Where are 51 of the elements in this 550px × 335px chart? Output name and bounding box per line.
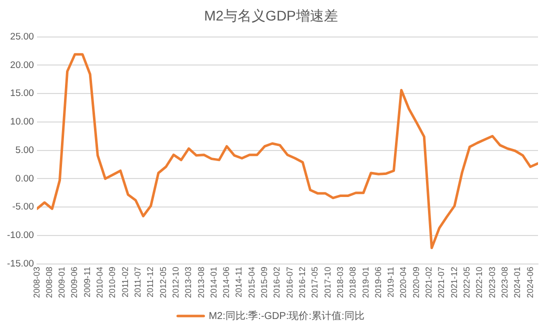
x-tick-label: 2021-12: [448, 266, 459, 298]
legend-label: M2:同比:季:-GDP:现价:累计值:同比: [208, 310, 364, 322]
x-tick-label: 2013-08: [196, 266, 206, 298]
y-tick-label: -15.00: [7, 258, 34, 270]
x-tick-label: 2019-01: [360, 266, 370, 298]
chart-title: M2与名义GDP增速差: [204, 7, 338, 24]
y-tick-label: 15.00: [10, 88, 34, 100]
x-tick-label: 2024-06: [524, 266, 535, 298]
x-tick-label: 2019-11: [386, 266, 396, 298]
x-tick-label: 2012-10: [170, 266, 180, 298]
x-tick-label: 2021-07: [436, 266, 446, 298]
x-tick-label: 2021-02: [424, 266, 434, 298]
x-tick-label: 2020-04: [398, 266, 408, 298]
y-tick-label: -5.00: [12, 202, 34, 213]
x-tick-label: 2011-07: [132, 266, 143, 298]
x-tick-label: 2023-08: [499, 266, 510, 298]
x-tick-label: 2016-02: [272, 266, 282, 298]
x-tick-label: 2011-02: [120, 266, 130, 298]
y-tick-label: 10.00: [10, 116, 34, 128]
x-tick-label: 2020-09: [410, 266, 421, 298]
x-tick-label: 2012-05: [158, 266, 168, 298]
x-tick-label: 2016-07: [284, 266, 294, 298]
x-tick-label: 2018-08: [348, 266, 358, 298]
y-tick-label: 5.00: [15, 144, 34, 156]
x-tick-label: 2015-04: [246, 266, 256, 298]
x-tick-label: 2024-01: [512, 266, 522, 298]
x-tick-label: 2023-03: [486, 266, 497, 298]
y-tick-label: 20.00: [10, 60, 34, 71]
x-tick-label: 2016-12: [296, 266, 307, 298]
y-tick-label: 25.00: [10, 31, 34, 42]
x-tick-label: 2013-03: [183, 266, 194, 298]
x-tick-label: 2022-05: [461, 266, 472, 298]
x-tick-label: 2014-11: [234, 266, 244, 298]
x-tick-label: 2008-08: [44, 266, 54, 298]
x-tick-label: 2014-06: [221, 266, 232, 298]
x-tick-label: 2010-09: [107, 266, 118, 298]
x-tick-label: 2009-06: [69, 266, 80, 298]
x-tick-label: 2008-03: [31, 266, 42, 298]
x-tick-label: 2015-09: [259, 266, 270, 298]
y-tick-label: -10.00: [7, 230, 34, 242]
x-tick-label: 2022-10: [474, 266, 484, 298]
y-tick-label: 0.00: [15, 173, 34, 184]
x-tick-label: 2009-11: [82, 266, 92, 298]
x-tick-label: 2017-10: [322, 266, 332, 298]
x-tick-label: 2011-12: [145, 266, 156, 298]
x-tick-label: 2018-03: [334, 266, 345, 298]
x-tick-label: 2017-05: [310, 266, 320, 298]
x-tick-label: 2010-04: [94, 266, 105, 298]
x-tick-label: 2009-01: [56, 266, 67, 298]
x-tick-label: 2019-06: [372, 266, 383, 298]
x-tick-label: 2014-01: [208, 266, 218, 298]
